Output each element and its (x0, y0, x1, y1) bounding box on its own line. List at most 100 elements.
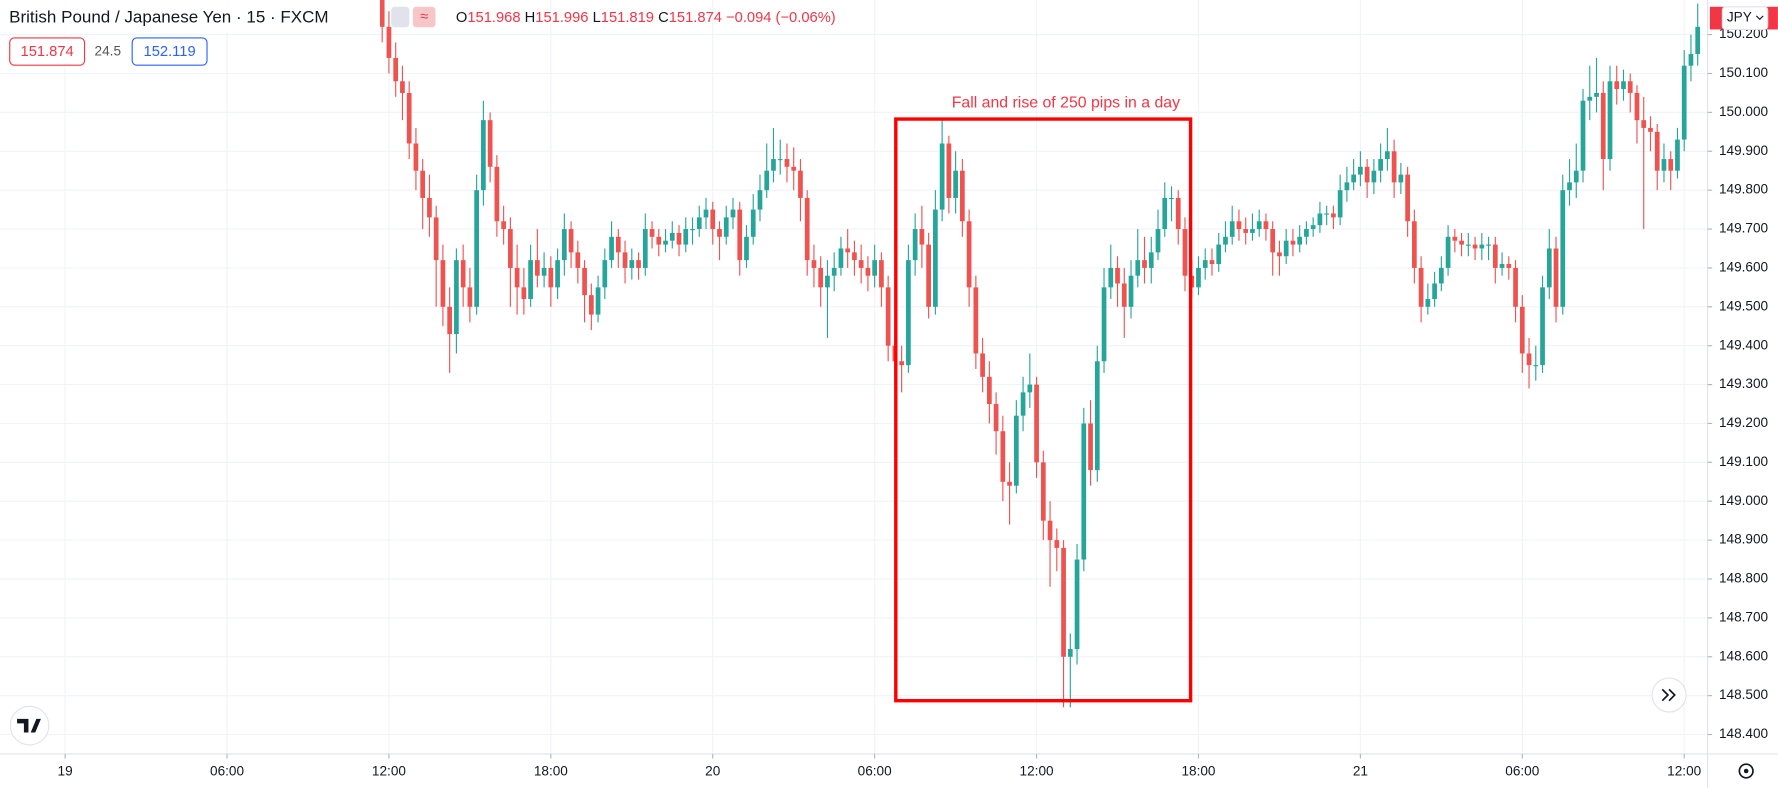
y-tick-label: 148.700 (1719, 609, 1769, 624)
y-tick-label: 149.800 (1719, 182, 1769, 197)
candle-body (933, 209, 938, 307)
y-tick-label: 149.500 (1719, 298, 1769, 313)
x-tick-label: 06:00 (210, 764, 244, 779)
candle-body (946, 143, 952, 198)
candle-body (1331, 213, 1336, 218)
candle-body (1040, 462, 1046, 521)
candle-body (1223, 236, 1228, 245)
x-tick-label: 06:00 (1505, 764, 1539, 779)
y-tick-label: 150.100 (1719, 65, 1769, 80)
o-value: 151.968 (467, 10, 520, 26)
candle-body (1364, 166, 1370, 183)
candle-body (1432, 283, 1437, 300)
candle-body (879, 260, 884, 288)
candle-body (1169, 197, 1174, 200)
candle-body (1155, 229, 1161, 253)
candle-body (791, 166, 797, 171)
candle-body (582, 267, 587, 296)
candle-body (393, 57, 399, 82)
change: −0.094 (−0.06%) (726, 10, 836, 26)
candle-body (696, 217, 702, 230)
candle-body (1621, 81, 1626, 90)
sell-button[interactable] (9, 37, 86, 66)
candle-body (1256, 221, 1262, 230)
y-tick-label: 149.100 (1719, 454, 1769, 469)
candle-body (818, 267, 824, 288)
l-value: 151.819 (601, 10, 654, 26)
candle-body (1175, 197, 1181, 230)
x-tick-label: 21 (1353, 764, 1368, 779)
candle-body (1115, 267, 1120, 284)
candle-body (831, 267, 837, 276)
candle-body (899, 361, 905, 366)
candle-body (642, 229, 648, 268)
candle-body (1209, 260, 1215, 265)
indicator-button[interactable] (412, 6, 436, 28)
settings-button[interactable] (1738, 763, 1754, 779)
candle-body (757, 190, 763, 210)
candle-body (1452, 236, 1458, 241)
candle-body (980, 353, 985, 377)
candle-body (427, 197, 432, 218)
candle-body (1034, 384, 1039, 463)
candle-body (1614, 81, 1620, 90)
candle-body (1216, 244, 1222, 265)
x-tick-label: 18:00 (534, 764, 568, 779)
y-tick-label: 149.600 (1719, 260, 1769, 275)
candle-body (737, 209, 743, 261)
candle-body (1675, 139, 1680, 171)
candle-body (973, 287, 979, 354)
candle-body (771, 159, 776, 171)
candle-body (939, 143, 945, 210)
spread: 24.5 (95, 44, 121, 59)
candle-body (1250, 229, 1255, 233)
candle-body (1479, 244, 1485, 249)
tv-logo[interactable] (9, 705, 50, 746)
candle-body (1142, 260, 1147, 268)
candle-body (703, 209, 709, 218)
candle-body (663, 240, 668, 245)
tv-logo-mark (17, 718, 41, 733)
candle-body (474, 190, 480, 307)
candle-body (953, 170, 958, 198)
y-tick-label: 149.400 (1719, 337, 1769, 352)
candle-body (1371, 170, 1377, 183)
candle-body (1243, 229, 1249, 233)
candle-body (534, 260, 540, 276)
candle-body (825, 275, 830, 288)
buy-button[interactable] (131, 37, 208, 66)
candle-body (1600, 92, 1606, 160)
l-label: L (593, 10, 601, 26)
candle-body (400, 81, 405, 93)
candle-body (541, 267, 547, 276)
candle-body (1020, 392, 1026, 416)
candle-body (1013, 415, 1019, 486)
grid (0, 0, 1708, 754)
candle-body (1587, 96, 1593, 101)
candle-body (1567, 182, 1572, 191)
candle-body (1304, 229, 1309, 237)
y-tick-label: 149.300 (1719, 376, 1769, 391)
candle-body (1398, 174, 1404, 183)
toggle-button[interactable] (391, 6, 410, 28)
currency-button[interactable] (1721, 6, 1769, 31)
candle-body (1297, 236, 1303, 245)
annotation-box (894, 117, 1193, 703)
candle-body (1317, 213, 1323, 226)
candle-body (986, 376, 992, 405)
candle-body (1533, 365, 1539, 367)
candle-body (919, 229, 925, 245)
candle-body (811, 260, 817, 268)
candle-body (1405, 174, 1410, 222)
candle-body (1553, 248, 1559, 307)
candle-body (1681, 65, 1687, 140)
scroll-right-icon (1661, 688, 1676, 702)
x-tick-label: 19 (58, 764, 73, 779)
y-tick-label: 148.900 (1719, 532, 1769, 547)
candle-body (1094, 361, 1100, 471)
candle-body (1108, 267, 1114, 288)
candle-body (777, 159, 783, 161)
candle-body (1506, 264, 1512, 268)
candle-body (1007, 481, 1012, 486)
candle-body (723, 217, 729, 237)
